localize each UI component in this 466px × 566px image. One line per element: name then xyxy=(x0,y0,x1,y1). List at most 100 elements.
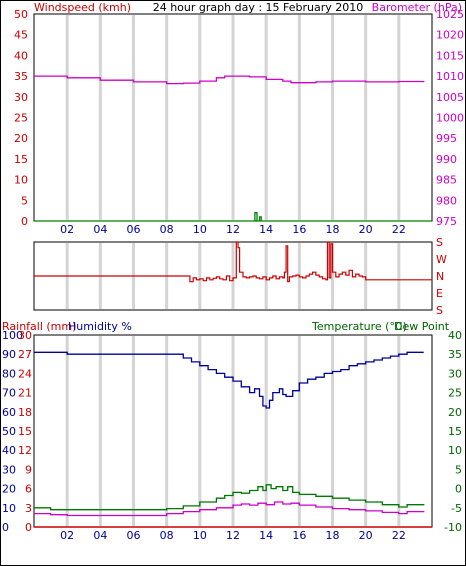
barometer-tick-label: 1025 xyxy=(436,8,464,21)
barometer-tick-label: 990 xyxy=(436,153,457,166)
temperature-tick-label: 15 xyxy=(448,425,462,438)
x-tick-label: 08 xyxy=(160,529,174,542)
rainfall-tick-label: 24 xyxy=(18,367,32,380)
direction-tick-label: S xyxy=(436,304,443,317)
rainfall-tick-label: 27 xyxy=(18,348,32,361)
temperature-line xyxy=(34,484,425,511)
barometer-tick-label: 1010 xyxy=(436,70,464,83)
rainfall-tick-label: 21 xyxy=(18,387,32,400)
temperature-tick-label: 0 xyxy=(455,483,462,496)
temperature-tick-label: 35 xyxy=(448,348,462,361)
humidity-tick-label: 20 xyxy=(2,483,16,496)
rainfall-tick-label: 9 xyxy=(25,463,32,476)
x-tick-label: 16 xyxy=(292,223,306,236)
rainfall-tick-label: 12 xyxy=(18,444,32,457)
x-tick-label: 08 xyxy=(160,223,174,236)
humidity-tick-label: 60 xyxy=(2,406,16,419)
temperature-humidity-panel: 0102030405060708090100036912151821242730… xyxy=(2,329,462,542)
barometer-tick-label: 1015 xyxy=(436,49,464,62)
temperature-tick-label: 30 xyxy=(448,367,462,380)
windspeed-axis-title: Windspeed (kmh) xyxy=(34,1,131,14)
wind-barometer-panel: 0510152025303540455097598098599099510001… xyxy=(14,8,464,236)
dewpoint-axis-title: Dew Point xyxy=(394,320,450,333)
barometer-tick-label: 1000 xyxy=(436,112,464,125)
temperature-tick-label: 10 xyxy=(448,444,462,457)
humidity-axis-title: Humidity % xyxy=(68,320,132,333)
rainfall-tick-label: 6 xyxy=(25,483,32,496)
windspeed-tick-label: 20 xyxy=(14,132,28,145)
rainfall-axis-title: Rainfall (mm) xyxy=(2,320,76,333)
windspeed-tick-label: 30 xyxy=(14,91,28,104)
windspeed-line xyxy=(34,212,432,222)
humidity-tick-label: 0 xyxy=(2,521,9,534)
dewpoint-line xyxy=(34,501,425,517)
rainfall-tick-label: 15 xyxy=(18,425,32,438)
rainfall-tick-label: 3 xyxy=(25,502,32,515)
windspeed-tick-label: 5 xyxy=(21,194,28,207)
barometer-tick-label: 1020 xyxy=(436,29,464,42)
chart-title: 24 hour graph day : 15 February 2010 xyxy=(153,1,364,14)
x-tick-label: 22 xyxy=(392,223,406,236)
temperature-tick-label: 40 xyxy=(448,329,462,342)
x-tick-label: 10 xyxy=(193,529,207,542)
barometer-tick-label: 975 xyxy=(436,215,457,228)
windspeed-tick-label: 45 xyxy=(14,29,28,42)
wind-direction-line xyxy=(34,241,432,283)
temperature-tick-label: -10 xyxy=(444,521,462,534)
x-tick-label: 14 xyxy=(259,529,273,542)
rainfall-tick-label: 18 xyxy=(18,406,32,419)
temperature-tick-label: 5 xyxy=(455,463,462,476)
temperature-axis-title: Temperature (°C) xyxy=(311,320,407,333)
barometer-line xyxy=(34,75,425,85)
windspeed-tick-label: 40 xyxy=(14,49,28,62)
direction-tick-label: E xyxy=(436,287,443,300)
humidity-tick-label: 50 xyxy=(2,425,16,438)
x-tick-label: 04 xyxy=(93,529,107,542)
direction-tick-label: S xyxy=(436,236,443,249)
humidity-tick-label: 30 xyxy=(2,463,16,476)
x-tick-label: 12 xyxy=(226,223,240,236)
temperature-tick-label: 20 xyxy=(448,406,462,419)
x-tick-label: 14 xyxy=(259,223,273,236)
humidity-tick-label: 80 xyxy=(2,367,16,380)
x-tick-label: 06 xyxy=(127,529,141,542)
rainfall-tick-label: 0 xyxy=(25,521,32,534)
x-tick-label: 04 xyxy=(93,223,107,236)
humidity-tick-label: 40 xyxy=(2,444,16,457)
x-tick-label: 20 xyxy=(359,529,373,542)
windspeed-tick-label: 10 xyxy=(14,174,28,187)
humidity-tick-label: 10 xyxy=(2,502,16,515)
x-tick-label: 20 xyxy=(359,223,373,236)
windspeed-tick-label: 25 xyxy=(14,112,28,125)
windspeed-tick-label: 0 xyxy=(21,215,28,228)
x-tick-label: 18 xyxy=(326,529,340,542)
x-tick-label: 22 xyxy=(392,529,406,542)
x-tick-label: 12 xyxy=(226,529,240,542)
humidity-tick-label: 100 xyxy=(2,329,23,342)
barometer-axis-title: Barometer (hPa) xyxy=(372,1,462,14)
humidity-line xyxy=(34,351,424,409)
temperature-tick-label: -5 xyxy=(451,502,462,515)
windspeed-tick-label: 50 xyxy=(14,8,28,21)
windspeed-tick-label: 15 xyxy=(14,153,28,166)
barometer-tick-label: 985 xyxy=(436,174,457,187)
x-tick-label: 02 xyxy=(60,223,74,236)
direction-tick-label: W xyxy=(436,253,447,266)
x-tick-label: 18 xyxy=(326,223,340,236)
direction-tick-label: N xyxy=(436,270,444,283)
rainfall-tick-label: 30 xyxy=(18,329,32,342)
x-tick-label: 10 xyxy=(193,223,207,236)
barometer-tick-label: 1005 xyxy=(436,91,464,104)
barometer-tick-label: 995 xyxy=(436,132,457,145)
humidity-tick-label: 90 xyxy=(2,348,16,361)
windspeed-tick-label: 35 xyxy=(14,70,28,83)
humidity-tick-label: 70 xyxy=(2,387,16,400)
x-tick-label: 02 xyxy=(60,529,74,542)
barometer-tick-label: 980 xyxy=(436,194,457,207)
x-tick-label: 16 xyxy=(292,529,306,542)
temperature-tick-label: 25 xyxy=(448,387,462,400)
x-tick-label: 06 xyxy=(127,223,141,236)
